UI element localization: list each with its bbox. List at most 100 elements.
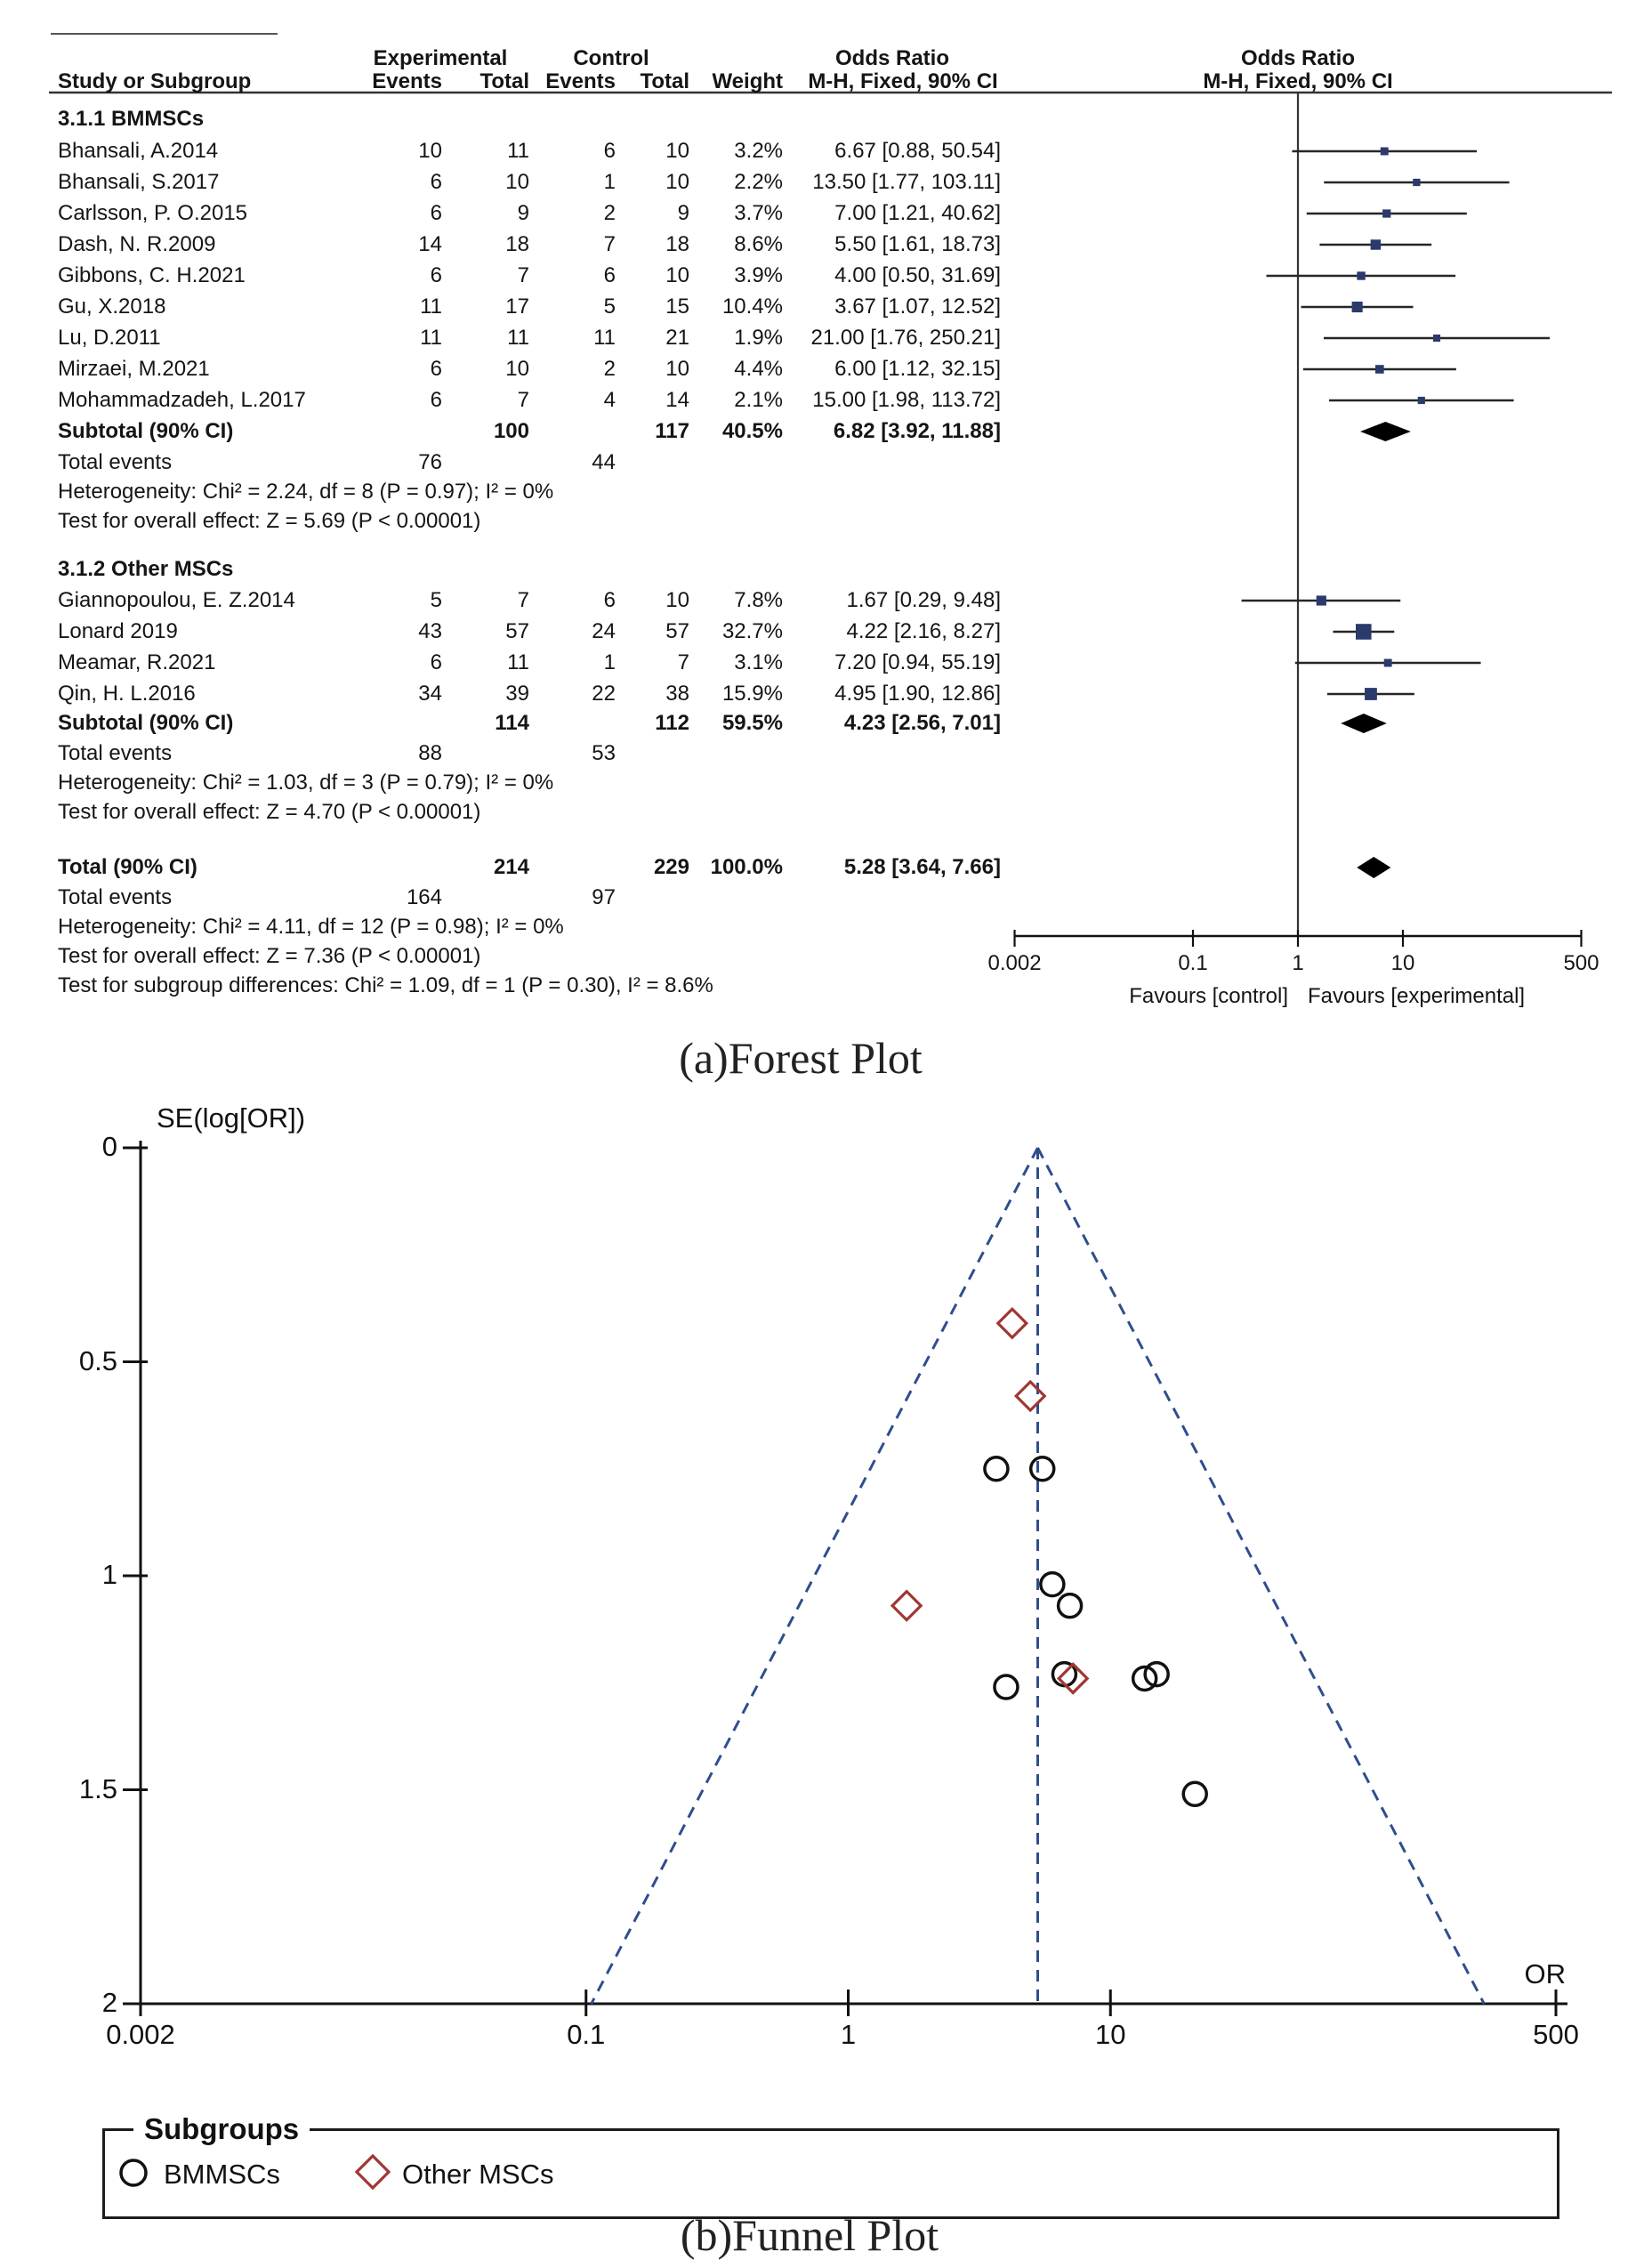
forest-axis-tick-label: 0.1 [1178, 951, 1208, 975]
weight-value: 8.6% [734, 232, 783, 256]
events-exp-value: 5 [430, 588, 442, 612]
pooled-diamond [1341, 714, 1387, 733]
total-exp-value: 11 [507, 650, 529, 674]
funnel-point-bmmscs [1143, 1660, 1170, 1688]
total-ctl-value: 57 [665, 619, 689, 643]
or-ci-value: 1.67 [0.29, 9.48] [846, 588, 1001, 612]
study-name: Qin, H. L.2016 [58, 682, 196, 706]
events-exp-value: 6 [430, 388, 442, 412]
col-header-control: Control [573, 46, 649, 70]
events-exp-value: 6 [430, 170, 442, 194]
funnel-point-bmmscs [1056, 1592, 1084, 1619]
events-exp-value: 43 [418, 619, 442, 643]
or-ci-value: 6.00 [1.12, 32.15] [834, 357, 1001, 381]
funnel-point-bmmscs [1028, 1456, 1056, 1482]
total-events-label: Total events [58, 450, 173, 474]
or-square [1316, 595, 1326, 606]
or-square [1380, 147, 1389, 156]
or-ci-value: 5.50 [1.61, 18.73] [834, 232, 1001, 256]
or-ci-value: 7.00 [1.21, 40.62] [834, 201, 1001, 225]
caption-forest-plot: (a)Forest Plot [679, 1033, 923, 1083]
total-exp-value: 10 [505, 357, 529, 381]
events-ctl-value: 7 [603, 232, 616, 256]
subtotal-total-ctl: 117 [655, 419, 689, 443]
study-name: Meamar, R.2021 [58, 650, 216, 674]
funnel-plot-graphics [123, 1141, 1567, 2016]
weight-value: 4.4% [734, 357, 783, 381]
total-ctl-value: 14 [665, 388, 689, 412]
events-ctl-value: 6 [603, 139, 616, 163]
total-ctl-value: 10 [665, 263, 689, 287]
legend-box [102, 2128, 1559, 2219]
or-square [1383, 658, 1392, 667]
total-exp-value: 39 [505, 682, 529, 706]
or-ci-value: 4.95 [1.90, 12.86] [834, 682, 1001, 706]
or-square [1357, 271, 1366, 280]
col-header-weight: Weight [712, 69, 783, 93]
total-events-label: Total events [58, 885, 173, 909]
study-name: Dash, N. R.2009 [58, 232, 216, 256]
heterogeneity-text: Heterogeneity: Chi² = 1.03, df = 3 (P = … [58, 771, 554, 795]
or-square [1417, 396, 1425, 405]
weight-value: 3.1% [734, 650, 783, 674]
or-ci-value: 13.50 [1.77, 103.11] [812, 170, 1001, 194]
study-name: Bhansali, S.2017 [58, 170, 220, 194]
funnel-point-other-mscs [1056, 1662, 1090, 1695]
funnel-point-bmmscs [983, 1456, 1010, 1482]
funnel-point-bmmscs [1131, 1665, 1158, 1692]
total-exp-value: 18 [505, 232, 529, 256]
overall-effect-text: Test for overall effect: Z = 7.36 (P < 0… [58, 944, 481, 968]
events-ctl-value: 2 [603, 201, 616, 225]
subtotal-weight: 59.5% [721, 711, 783, 735]
weight-value: 2.1% [734, 388, 783, 412]
or-ci-value: 4.22 [2.16, 8.27] [846, 619, 1001, 643]
or-square [1355, 624, 1372, 640]
forest-axis-tick-label: 1 [1292, 951, 1304, 975]
events-ctl-value: 6 [603, 263, 616, 287]
subtotal-or-ci: 6.82 [3.92, 11.88] [833, 419, 1001, 443]
funnel-x-tick-label: 10 [1094, 2019, 1126, 2050]
subtotal-or-ci: 5.28 [3.64, 7.66] [843, 855, 1001, 879]
weight-value: 3.9% [734, 263, 783, 287]
total-ctl-value: 21 [665, 326, 689, 350]
funnel-point-bmmscs [993, 1674, 1019, 1700]
total-events-label: Total events [58, 741, 173, 765]
funnel-point-other-mscs [995, 1306, 1029, 1340]
favours-control-label: Favours [control] [1129, 984, 1288, 1008]
heterogeneity-text: Heterogeneity: Chi² = 4.11, df = 12 (P =… [58, 915, 564, 939]
subgroup-header: 3.1.1 BMMSCs [58, 107, 205, 131]
subgroup-difference-text: Test for subgroup differences: Chi² = 1.… [58, 973, 713, 997]
or-square [1365, 688, 1377, 700]
funnel-xlabel: OR [1524, 1958, 1567, 1990]
study-name: Mirzaei, M.2021 [58, 357, 210, 381]
study-name: Gibbons, C. H.2021 [58, 263, 246, 287]
funnel-point-other-mscs [890, 1589, 923, 1622]
events-exp-value: 10 [418, 139, 442, 163]
events-ctl-value: 5 [603, 295, 616, 319]
funnel-left-dashed-line [590, 1147, 1039, 2005]
funnel-x-tick-label: 0.1 [567, 2019, 606, 2050]
legend-circle-icon [119, 2159, 148, 2187]
total-ctl-value: 15 [665, 295, 689, 319]
weight-value: 2.2% [734, 170, 783, 194]
events-exp-value: 11 [420, 326, 442, 350]
events-exp-value: 6 [430, 357, 442, 381]
events-ctl-value: 1 [603, 170, 616, 194]
events-ctl-value: 22 [592, 682, 616, 706]
total-exp-value: 7 [517, 263, 529, 287]
total-exp-value: 57 [505, 619, 529, 643]
col-header-experimental: Experimental [373, 46, 508, 70]
events-exp-value: 34 [418, 682, 442, 706]
subtotal-total-ctl: 229 [653, 855, 689, 879]
weight-value: 15.9% [721, 682, 783, 706]
weight-value: 32.7% [721, 619, 783, 643]
legend-label-other-mscs: Other MSCs [402, 2159, 554, 2190]
total-ctl-value: 10 [665, 170, 689, 194]
total-ctl-value: 38 [665, 682, 689, 706]
or-ci-value: 15.00 [1.98, 113.72] [812, 388, 1001, 412]
total-ctl-value: 9 [677, 201, 689, 225]
total-ctl-value: 10 [665, 139, 689, 163]
funnel-x-tick-label: 1 [840, 2019, 857, 2050]
funnel-ylabel: SE(log[OR]) [157, 1102, 306, 1134]
